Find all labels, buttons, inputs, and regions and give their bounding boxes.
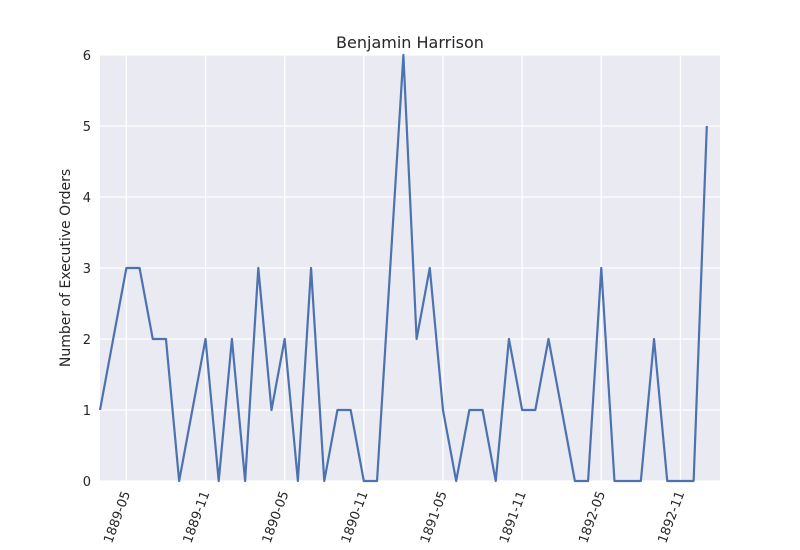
y-tick-label: 1 <box>83 404 91 419</box>
y-tick-label: 3 <box>83 262 91 277</box>
series-layer <box>98 53 708 483</box>
x-tick-label: 1891-05 <box>418 489 451 545</box>
x-tick-label: 1890-11 <box>339 489 372 545</box>
series-line <box>98 53 708 483</box>
x-tick-label: 1890-05 <box>260 489 293 545</box>
y-tick-label: 4 <box>83 191 91 206</box>
y-tick-label: 0 <box>83 475 91 490</box>
y-tick-labels: 0 1 2 3 4 5 6 <box>83 49 91 490</box>
x-tick-label: 1889-11 <box>181 489 214 545</box>
y-tick-label: 5 <box>83 120 91 135</box>
y-tick-label: 6 <box>83 49 91 64</box>
chart-title: Benjamin Harrison <box>336 33 484 52</box>
x-tick-labels: 1889-05 1889-11 1890-05 1890-11 1891-05 1891-… <box>101 489 688 545</box>
x-tick-label: 1892-05 <box>576 489 609 545</box>
grid-lines <box>100 54 720 482</box>
x-tick-label: 1892-11 <box>656 489 689 545</box>
x-tick-label: 1889-05 <box>101 489 134 545</box>
x-tick-label: 1891-11 <box>497 489 530 545</box>
y-axis-label: Number of Executive Orders <box>58 169 74 367</box>
y-tick-label: 2 <box>83 333 91 348</box>
